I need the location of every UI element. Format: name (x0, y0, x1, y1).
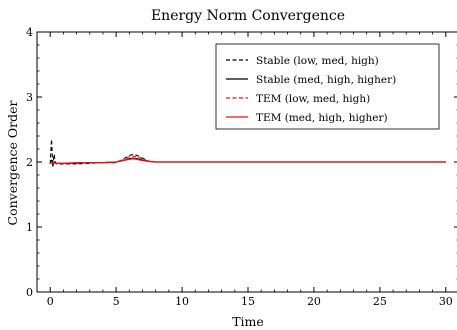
x-axis-title: Time (232, 314, 264, 329)
x-tick-label: 5 (113, 295, 120, 308)
y-tick-label: 3 (26, 91, 33, 104)
x-tick-label: 30 (439, 295, 453, 308)
legend-label-4: TEM (med, high, higher) (256, 112, 388, 124)
x-tick-label: 20 (307, 295, 321, 308)
plot-lines (49, 139, 446, 168)
chart-title: Energy Norm Convergence (151, 8, 345, 24)
axis-ticks: 0 5 10 15 20 25 30 0 1 2 3 4 (26, 26, 457, 308)
x-tick-label: 15 (241, 295, 255, 308)
x-tick-label: 10 (175, 295, 189, 308)
y-tick-label: 0 (26, 286, 33, 299)
series-line-4 (49, 158, 446, 164)
legend-label-1: Stable (low, med, high) (256, 55, 379, 67)
x-tick-label: 25 (373, 295, 387, 308)
legend-box (215, 43, 440, 130)
x-tick-label: 0 (47, 295, 54, 308)
y-tick-label: 2 (26, 156, 33, 169)
legend-label-3: TEM (low, med, high) (256, 93, 370, 105)
y-tick-label: 1 (26, 221, 33, 234)
legend: Stable (low, med, high) Stable (med, high… (215, 43, 440, 130)
y-axis-title: Convergence Order (5, 100, 20, 225)
legend-label-2: Stable (med, high, higher) (256, 74, 396, 86)
y-tick-label: 4 (26, 26, 33, 39)
